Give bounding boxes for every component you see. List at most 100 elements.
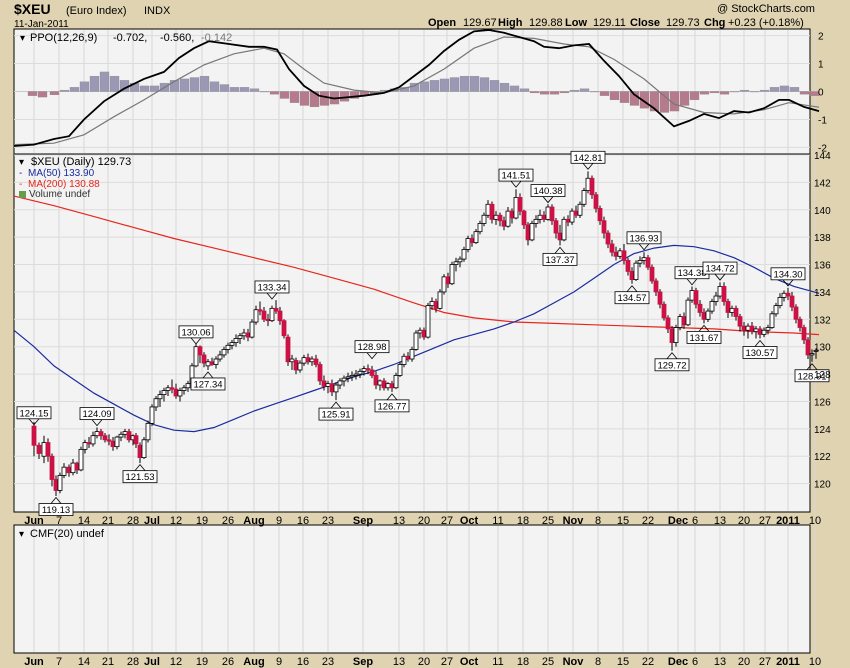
price-y-tick: 138: [814, 233, 831, 244]
candle-up: [809, 353, 815, 356]
price-y-tick: 144: [814, 151, 831, 162]
ppo-hist-bar: [279, 91, 290, 99]
ppo-hist-bar: [609, 91, 620, 101]
ppo-legend-value: -0.702,: [113, 32, 147, 44]
ppo-hist-bar: [349, 91, 360, 99]
x-tick-label: 26: [222, 515, 234, 527]
x-tick-label: 10: [809, 515, 821, 527]
ppo-hist-bar: [219, 84, 230, 92]
candle-down: [173, 388, 179, 397]
candle-down: [737, 316, 743, 327]
x-tick-label: Dec: [668, 515, 688, 527]
ppo-hist-bar: [649, 91, 660, 112]
candle-up: [397, 364, 403, 376]
price-y-tick: 126: [814, 397, 831, 408]
annotation-pointer: [698, 324, 710, 332]
candle-up: [513, 197, 519, 219]
candle-up: [481, 214, 487, 224]
candle-down: [509, 210, 515, 219]
ppo-hist-bar: [179, 78, 190, 92]
x-tick-label: 27: [441, 515, 453, 527]
annotation-pointer: [754, 339, 766, 347]
cmf-panel: [13, 524, 811, 654]
ppo-hist-bar: [49, 91, 60, 96]
cmf-x-tick-label: Jul: [144, 656, 160, 668]
candle-up: [377, 380, 383, 386]
candle-up: [713, 295, 719, 302]
ppo-hist-bar: [559, 91, 570, 94]
annotation-box: [626, 231, 662, 245]
annotation-label: 134.72: [705, 264, 734, 275]
ppo-lines: [13, 29, 820, 147]
annotation-pointer: [666, 352, 678, 360]
ppo-hist-bar: [729, 91, 740, 93]
candle-down: [625, 260, 631, 272]
ppo-hist-bar: [789, 87, 800, 92]
candle-up: [705, 310, 711, 320]
price-y-tick: 128: [814, 370, 831, 381]
annotation-box: [374, 399, 410, 413]
annotation-pointer: [134, 464, 146, 471]
candle-down: [613, 251, 619, 257]
annotation-label: 137.37: [545, 255, 574, 266]
cmf-x-tick-label: Dec: [668, 656, 688, 668]
candle-up: [401, 355, 407, 365]
candle-down: [549, 206, 555, 222]
cmf-x-tick-label: 27: [441, 656, 453, 668]
candle-down: [721, 286, 727, 302]
cmf-x-tick-label: 13: [393, 656, 405, 668]
cmf-x-tick-label: 15: [617, 656, 629, 668]
annotation-box: [702, 261, 738, 275]
annotation-label: 141.51: [501, 171, 530, 182]
annotation-box: [794, 369, 830, 383]
ppo-hist-bar: [679, 91, 690, 106]
x-tick-label: 13: [393, 515, 405, 527]
annotation-box: [190, 377, 226, 391]
price-legend-title: $XEU (Daily) 129.73: [31, 156, 131, 168]
candle-up: [221, 349, 227, 356]
annotation-label: 142.81: [573, 153, 602, 164]
x-tick-label: 18: [517, 515, 529, 527]
candle-up: [57, 474, 63, 491]
annotation-label: 134.30: [773, 269, 802, 280]
candle-up: [709, 301, 715, 312]
candle-down: [649, 266, 655, 282]
annotation-pointer: [386, 393, 398, 401]
candle-down: [573, 210, 579, 216]
x-tick-label: 11: [492, 515, 503, 527]
ppo-hist-bar: [799, 91, 810, 95]
candle-down: [209, 361, 215, 365]
candle-up: [777, 296, 783, 307]
candle-down: [197, 346, 203, 356]
low-label: Low: [565, 17, 587, 29]
cmf-x-tick-label: 20: [738, 656, 750, 668]
ppo-hist-bar: [579, 88, 590, 92]
candle-up: [253, 309, 259, 323]
candle-up: [353, 373, 359, 376]
ppo-hist-bar: [759, 89, 770, 92]
ppo-hist-bar: [589, 91, 600, 93]
candle-down: [53, 479, 59, 491]
candle-up: [249, 321, 255, 338]
ppo-legend-signal: -0.560,: [160, 32, 194, 44]
candle-up: [429, 301, 435, 307]
candle-up: [533, 218, 539, 224]
candle-down: [629, 270, 635, 280]
annotation-pointer: [542, 196, 554, 204]
ppo-hist-bar: [659, 91, 670, 113]
ppo-hist-bar: [549, 91, 560, 95]
candle-up: [333, 384, 339, 393]
ppo-hist-bar: [599, 91, 610, 96]
candle-down: [697, 303, 703, 313]
candle-up: [269, 307, 275, 322]
watermark: @ StockCharts.com: [717, 3, 815, 15]
candle-up: [161, 390, 167, 396]
candle-down: [565, 218, 571, 223]
candle-down: [701, 312, 707, 320]
ppo-hist-bar: [209, 81, 220, 92]
candle-up: [90, 435, 96, 445]
annotation-pointer: [202, 371, 214, 379]
candle-up: [493, 214, 499, 220]
annotation-box: [354, 340, 390, 354]
ma200-legend-dash: -: [19, 179, 22, 190]
